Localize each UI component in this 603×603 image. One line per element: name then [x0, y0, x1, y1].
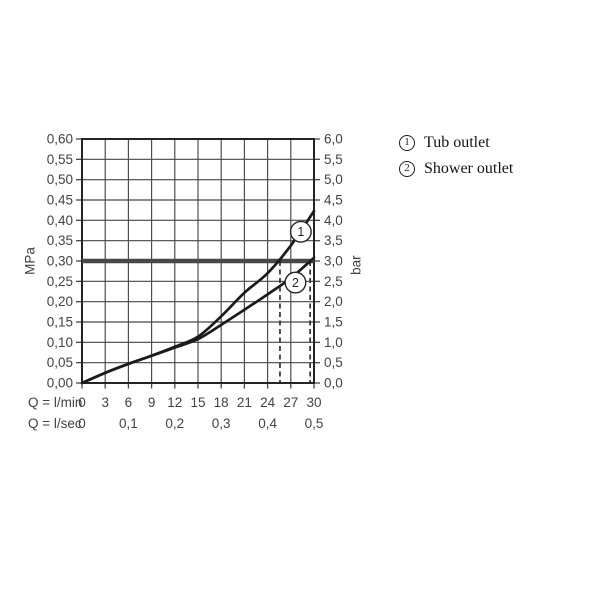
legend-marker-2-icon: 2 [399, 160, 415, 177]
y-left-tick-label: 0,20 [47, 294, 73, 309]
x-lmin-tick-label: 15 [190, 395, 205, 410]
y-right-tick-label: 6,0 [324, 132, 343, 147]
x-lmin-tick-label: 12 [167, 395, 182, 410]
legend-label-tub-outlet: Tub outlet [424, 133, 490, 151]
x-lsec-tick-label: 0 [78, 416, 86, 431]
curve-2 [80, 256, 316, 385]
y-right-tick-label: 5,0 [324, 172, 343, 187]
y-left-tick-label: 0,10 [47, 335, 73, 350]
y-right-tick-label: 2,0 [324, 294, 343, 309]
curve-marker-circle-2 [284, 271, 307, 294]
y-right-tick-label: 1,5 [324, 315, 343, 330]
y-left-tick-label: 0,40 [47, 213, 73, 228]
x-lmin-tick-label: 27 [283, 395, 298, 410]
x-lmin-tick-label: 9 [148, 395, 156, 410]
y-left-tick-label: 0,30 [47, 254, 73, 269]
legend: 1 Tub outlet 2 Shower outlet [399, 134, 513, 177]
legend-marker-1-icon: 1 [399, 134, 415, 151]
legend-item-shower-outlet: 2 Shower outlet [399, 160, 513, 177]
y-left-tick-label: 0,60 [47, 132, 73, 147]
y-right-tick-label: 5,5 [324, 152, 343, 167]
y-left-tick-label: 0,35 [47, 233, 73, 248]
x-lsec-tick-label: 0,3 [212, 416, 231, 431]
y-right-tick-label: 2,5 [324, 274, 343, 289]
legend-item-tub-outlet: 1 Tub outlet [399, 134, 513, 151]
x-lsec-tick-label: 0,4 [258, 416, 277, 431]
x-lsec-tick-label: 0,2 [165, 416, 184, 431]
x-lmin-tick-label: 3 [101, 395, 109, 410]
y-right-tick-label: 4,5 [324, 193, 343, 208]
x-lmin-tick-label: 24 [260, 395, 276, 410]
x-axis-row2-label: Q = l/sec [28, 416, 82, 431]
y-left-axis-title: MPa [23, 247, 38, 275]
y-left-tick-label: 0,50 [47, 172, 73, 187]
y-left-tick-label: 0,55 [47, 152, 73, 167]
y-right-tick-label: 3,0 [324, 254, 343, 269]
y-left-tick-label: 0,45 [47, 193, 73, 208]
x-lmin-tick-label: 0 [78, 395, 86, 410]
y-right-tick-label: 4,0 [324, 213, 343, 228]
y-left-tick-label: 0,00 [47, 376, 73, 391]
x-lmin-tick-label: 30 [306, 395, 321, 410]
y-left-tick-label: 0,25 [47, 274, 73, 289]
y-right-tick-label: 1,0 [324, 335, 343, 350]
y-left-tick-label: 0,15 [47, 315, 73, 330]
x-lsec-tick-label: 0,5 [305, 416, 324, 431]
x-lmin-tick-label: 18 [214, 395, 229, 410]
y-right-tick-label: 0,5 [324, 355, 343, 370]
y-right-axis-title: bar [349, 255, 364, 275]
x-lmin-tick-label: 6 [125, 395, 133, 410]
legend-label-shower-outlet: Shower outlet [424, 159, 514, 177]
x-axis-row1-label: Q = l/min [28, 395, 82, 410]
curve-marker-circle-1 [289, 220, 312, 243]
y-right-tick-label: 0,0 [324, 376, 343, 391]
curve-marker-label-2: 2 [292, 276, 299, 290]
y-right-tick-label: 3,5 [324, 233, 343, 248]
y-left-tick-label: 0,05 [47, 355, 73, 370]
x-lsec-tick-label: 0,1 [119, 416, 138, 431]
curve-marker-label-1: 1 [297, 225, 304, 239]
x-lmin-tick-label: 21 [237, 395, 252, 410]
